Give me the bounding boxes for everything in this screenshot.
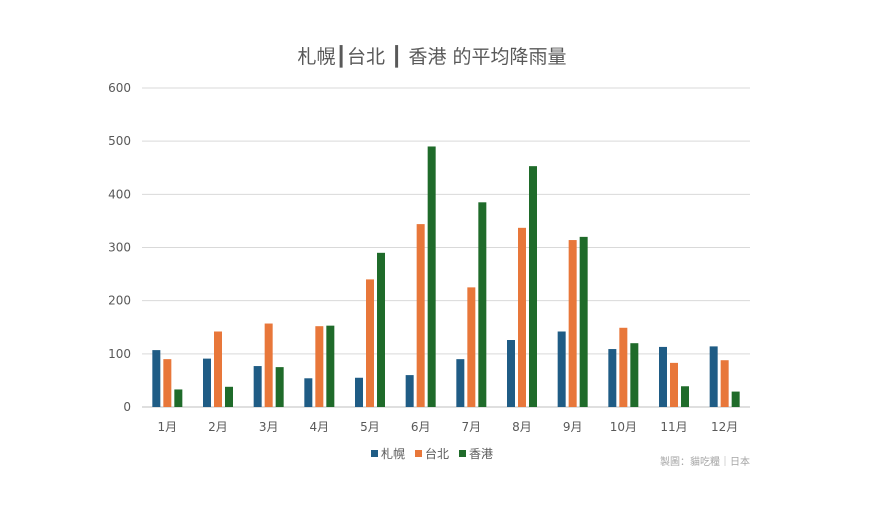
x-tick-label: 7月	[462, 420, 482, 434]
bar	[174, 389, 183, 407]
legend-label: 香港	[469, 447, 493, 461]
legend-swatch	[415, 450, 422, 457]
chart-title: 札幌┃台北 ┃ 香港 的平均降雨量	[298, 45, 567, 68]
bar	[568, 240, 577, 407]
bar	[681, 386, 689, 407]
bar	[456, 359, 465, 407]
x-tick-label: 6月	[411, 420, 431, 434]
bar	[608, 349, 617, 407]
bar	[355, 377, 363, 407]
bar	[253, 366, 262, 407]
chart-credit: 製圖：貓吃糧｜日本	[660, 455, 750, 468]
x-tick-label: 9月	[563, 420, 583, 434]
bar	[326, 325, 335, 407]
bar	[152, 350, 161, 407]
bar	[478, 202, 487, 407]
bar	[225, 386, 233, 407]
bar	[507, 340, 515, 407]
bar	[366, 279, 374, 407]
bars	[152, 146, 740, 407]
bar	[709, 346, 718, 407]
bar	[720, 360, 729, 407]
y-tick-label: 600	[108, 81, 131, 95]
x-tick-label: 10月	[610, 420, 637, 434]
bar	[264, 323, 273, 407]
x-tick-label: 12月	[711, 420, 738, 434]
bar	[377, 252, 385, 407]
y-tick-label: 100	[108, 347, 131, 361]
bar	[731, 391, 740, 407]
bar	[304, 378, 313, 407]
bar	[315, 326, 324, 407]
y-tick-label: 400	[108, 187, 131, 201]
y-tick-label: 500	[108, 134, 131, 148]
bar	[557, 331, 566, 407]
bar	[619, 327, 628, 407]
x-axis: 1月 2月 3月 4月 5月 6月 7月 8月 9月 10月 11月 12月	[158, 420, 739, 434]
legend: 札幌 台北 香港	[371, 446, 493, 461]
grid-lines	[142, 87, 750, 408]
x-tick-label: 1月	[158, 420, 178, 434]
bar	[529, 166, 537, 407]
legend-swatch	[371, 450, 378, 457]
bar	[214, 331, 222, 407]
bar	[659, 346, 667, 407]
x-tick-label: 3月	[259, 420, 279, 434]
bar	[203, 358, 211, 407]
y-axis: 0 100 200 300 400 500 600	[108, 81, 131, 414]
bar	[163, 359, 172, 407]
bar	[275, 367, 284, 407]
x-tick-label: 4月	[310, 420, 330, 434]
bar	[518, 227, 526, 407]
bar	[405, 375, 414, 407]
bar	[579, 236, 588, 407]
bar	[670, 362, 678, 407]
y-tick-label: 300	[108, 241, 131, 255]
bar	[630, 343, 639, 407]
y-tick-label: 0	[123, 400, 131, 414]
x-tick-label: 2月	[208, 420, 228, 434]
legend-label: 札幌	[381, 446, 405, 461]
x-tick-label: 8月	[512, 420, 532, 434]
legend-swatch	[459, 450, 466, 457]
y-tick-label: 200	[108, 294, 131, 308]
bar	[467, 287, 476, 407]
legend-label: 台北	[425, 446, 449, 461]
x-tick-label: 11月	[660, 420, 687, 434]
bar	[416, 224, 425, 407]
x-tick-label: 5月	[360, 420, 380, 434]
bar	[427, 146, 436, 407]
